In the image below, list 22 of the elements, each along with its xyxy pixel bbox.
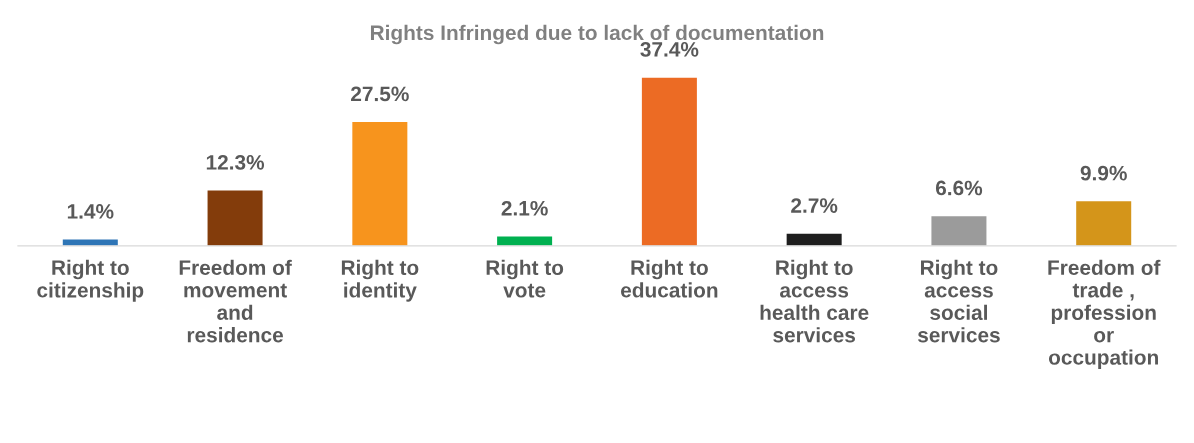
data-label: 27.5% [351, 86, 409, 102]
bar [497, 236, 553, 246]
x-tick-label: Right to education [621, 259, 718, 298]
data-label: 2.1% [501, 200, 548, 216]
x-tick-label: Right to citizenship [37, 259, 144, 302]
data-label: 12.3% [206, 154, 265, 170]
x-tick-label: Right to identity [341, 259, 419, 302]
data-label: 2.7% [791, 198, 838, 213]
bar [1076, 201, 1132, 246]
data-label: 6.6% [935, 180, 983, 196]
x-tick-label: Right to access health care services [760, 259, 869, 343]
x-tick-label: Freedom of trade , profession or occupation [1048, 259, 1161, 369]
bar [352, 122, 408, 246]
bar [207, 190, 263, 246]
data-label: 1.4% [67, 204, 114, 219]
bar [931, 216, 987, 246]
x-tick-label: Right to vote [486, 259, 564, 298]
bar [786, 233, 842, 246]
x-tick-label: Right to access social services [917, 259, 1000, 343]
bar [641, 77, 697, 246]
x-tick-label: Freedom of movement and residence [179, 259, 292, 343]
data-label: 9.9% [1080, 165, 1127, 181]
